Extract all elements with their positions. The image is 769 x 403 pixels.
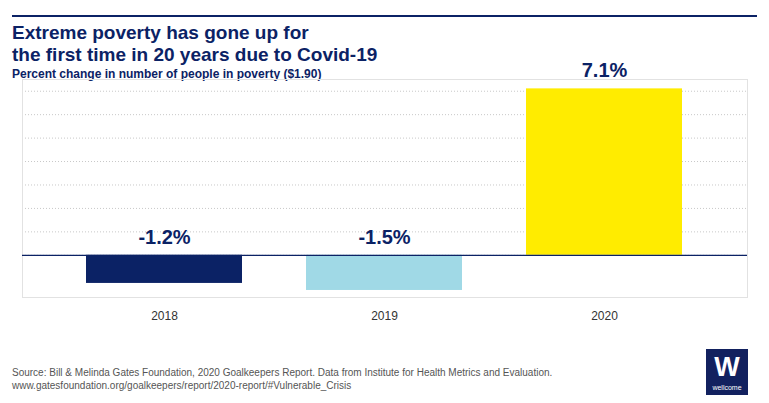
html-text:Extreme poverty has gone up fo: Extreme poverty has gone up for the firs… [12,22,378,65]
html-text:wellcome: wellcome [712,384,742,391]
html-text:Percent change in number of pe: Percent change in number of people in po… [12,67,322,81]
svg-text:2019: 2019 [371,309,398,323]
svg-text:2020: 2020 [591,309,618,323]
svg-text:-1.5%: -1.5% [358,226,410,248]
svg-text:2018: 2018 [151,309,178,323]
html-text:www.gatesfoundation.org/goalke: www.gatesfoundation.org/goalkeepers/repo… [12,380,352,391]
html-text:Source: Bill & Melinda Gates F: Source: Bill & Melinda Gates Foundation,… [12,367,553,378]
svg-text:7.1%: 7.1% [582,60,628,81]
svg-text:-1.2%: -1.2% [138,226,190,248]
html-text:W: W [714,352,740,382]
